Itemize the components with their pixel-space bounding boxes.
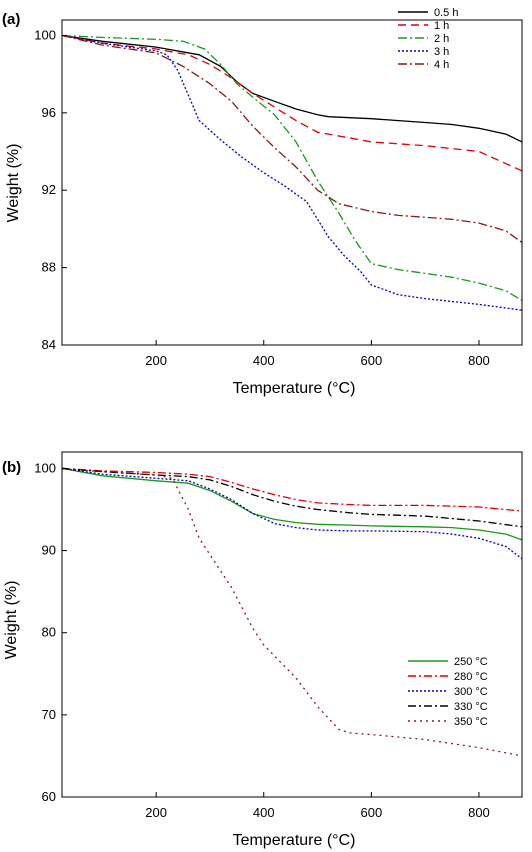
panel-b-series-1-line	[61, 467, 523, 541]
panel-b-y-tick-label: 90	[42, 543, 56, 558]
panel-b-series-2-line	[61, 467, 523, 512]
panel-b-y-tick-label: 70	[42, 707, 56, 722]
panel-a-x-axis-label: Temperature (°C)	[233, 380, 356, 397]
panel-a: (a) 200 400 600 800 84 88 92 96 100 Temperature …	[2, 7, 523, 397]
panel-a-y-tick-label: 100	[34, 27, 56, 42]
panel-a-series-2-line	[61, 34, 523, 172]
panel-b-label: (b)	[2, 459, 21, 476]
panel-b-y-tick-label: 60	[42, 789, 56, 804]
panel-a-legend-label: 0.5 h	[434, 7, 458, 19]
panel-a-series-1-line	[61, 34, 523, 143]
panel-a-x-tick-label: 400	[253, 353, 275, 368]
panel-a-legend-label: 4 h	[434, 59, 449, 71]
panel-a-y-tick-label: 92	[42, 182, 56, 197]
panel-a-y-tick-label: 84	[42, 337, 56, 352]
panel-a-series-3-line	[61, 34, 523, 302]
panel-b-y-axis-label: Weight (%)	[3, 581, 20, 660]
panel-b-x-tick-label: 800	[468, 805, 490, 820]
panel-b-x-axis-label: Temperature (°C)	[233, 832, 356, 849]
panel-a-legend: 0.5 h1 h2 h3 h4 h	[398, 7, 458, 71]
panel-a-legend-label: 3 h	[434, 46, 449, 58]
panel-b-frame	[61, 451, 523, 798]
panel-a-legend-label: 2 h	[434, 33, 449, 45]
panel-b-series-4-line	[61, 467, 523, 528]
panel-b-series-3-line	[61, 467, 523, 560]
panel-b-legend: 250 °C 280 °C 300 °C 330 °C 350 °C	[408, 656, 488, 728]
panel-a-series-4-line	[61, 34, 523, 311]
panel-b: (b) 200 400 600 800 60 70 80 90 100 Temperature …	[2, 451, 523, 849]
panel-a-frame	[61, 19, 523, 346]
panel-b-legend-label: 250 °C	[454, 656, 488, 668]
panel-a-x-tick-label: 800	[468, 353, 490, 368]
panel-b-series-5-line	[61, 467, 523, 757]
panel-a-x-tick-label: 600	[361, 353, 383, 368]
panel-b-legend-label: 300 °C	[454, 686, 488, 698]
panel-b-legend-label: 330 °C	[454, 701, 488, 713]
panel-b-legend-label: 280 °C	[454, 671, 488, 683]
panel-a-y-tick-label: 88	[42, 260, 56, 275]
panel-b-x-tick-label: 200	[145, 805, 167, 820]
panel-b-x-tick-label: 400	[253, 805, 275, 820]
panel-b-x-tick-label: 600	[361, 805, 383, 820]
panel-b-y-tick-label: 80	[42, 625, 56, 640]
panel-a-x-tick-label: 200	[145, 353, 167, 368]
panel-a-series-5-line	[61, 34, 523, 244]
panel-a-y-axis-label: Weight (%)	[5, 144, 22, 223]
panel-b-legend-label: 350 °C	[454, 716, 488, 728]
panel-a-legend-label: 1 h	[434, 20, 449, 32]
panel-a-y-tick-label: 96	[42, 105, 56, 120]
panel-b-y-tick-label: 100	[34, 460, 56, 475]
panel-a-label: (a)	[2, 11, 20, 28]
